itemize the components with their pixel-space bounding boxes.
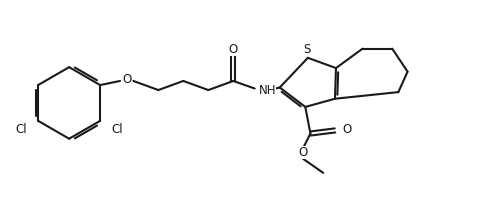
Text: O: O xyxy=(228,43,238,56)
Text: Cl: Cl xyxy=(111,123,123,135)
Text: S: S xyxy=(303,43,310,56)
Text: Cl: Cl xyxy=(15,123,27,135)
Text: O: O xyxy=(342,123,351,136)
Text: NH: NH xyxy=(258,84,276,97)
Text: O: O xyxy=(298,146,307,159)
Text: O: O xyxy=(122,73,131,87)
